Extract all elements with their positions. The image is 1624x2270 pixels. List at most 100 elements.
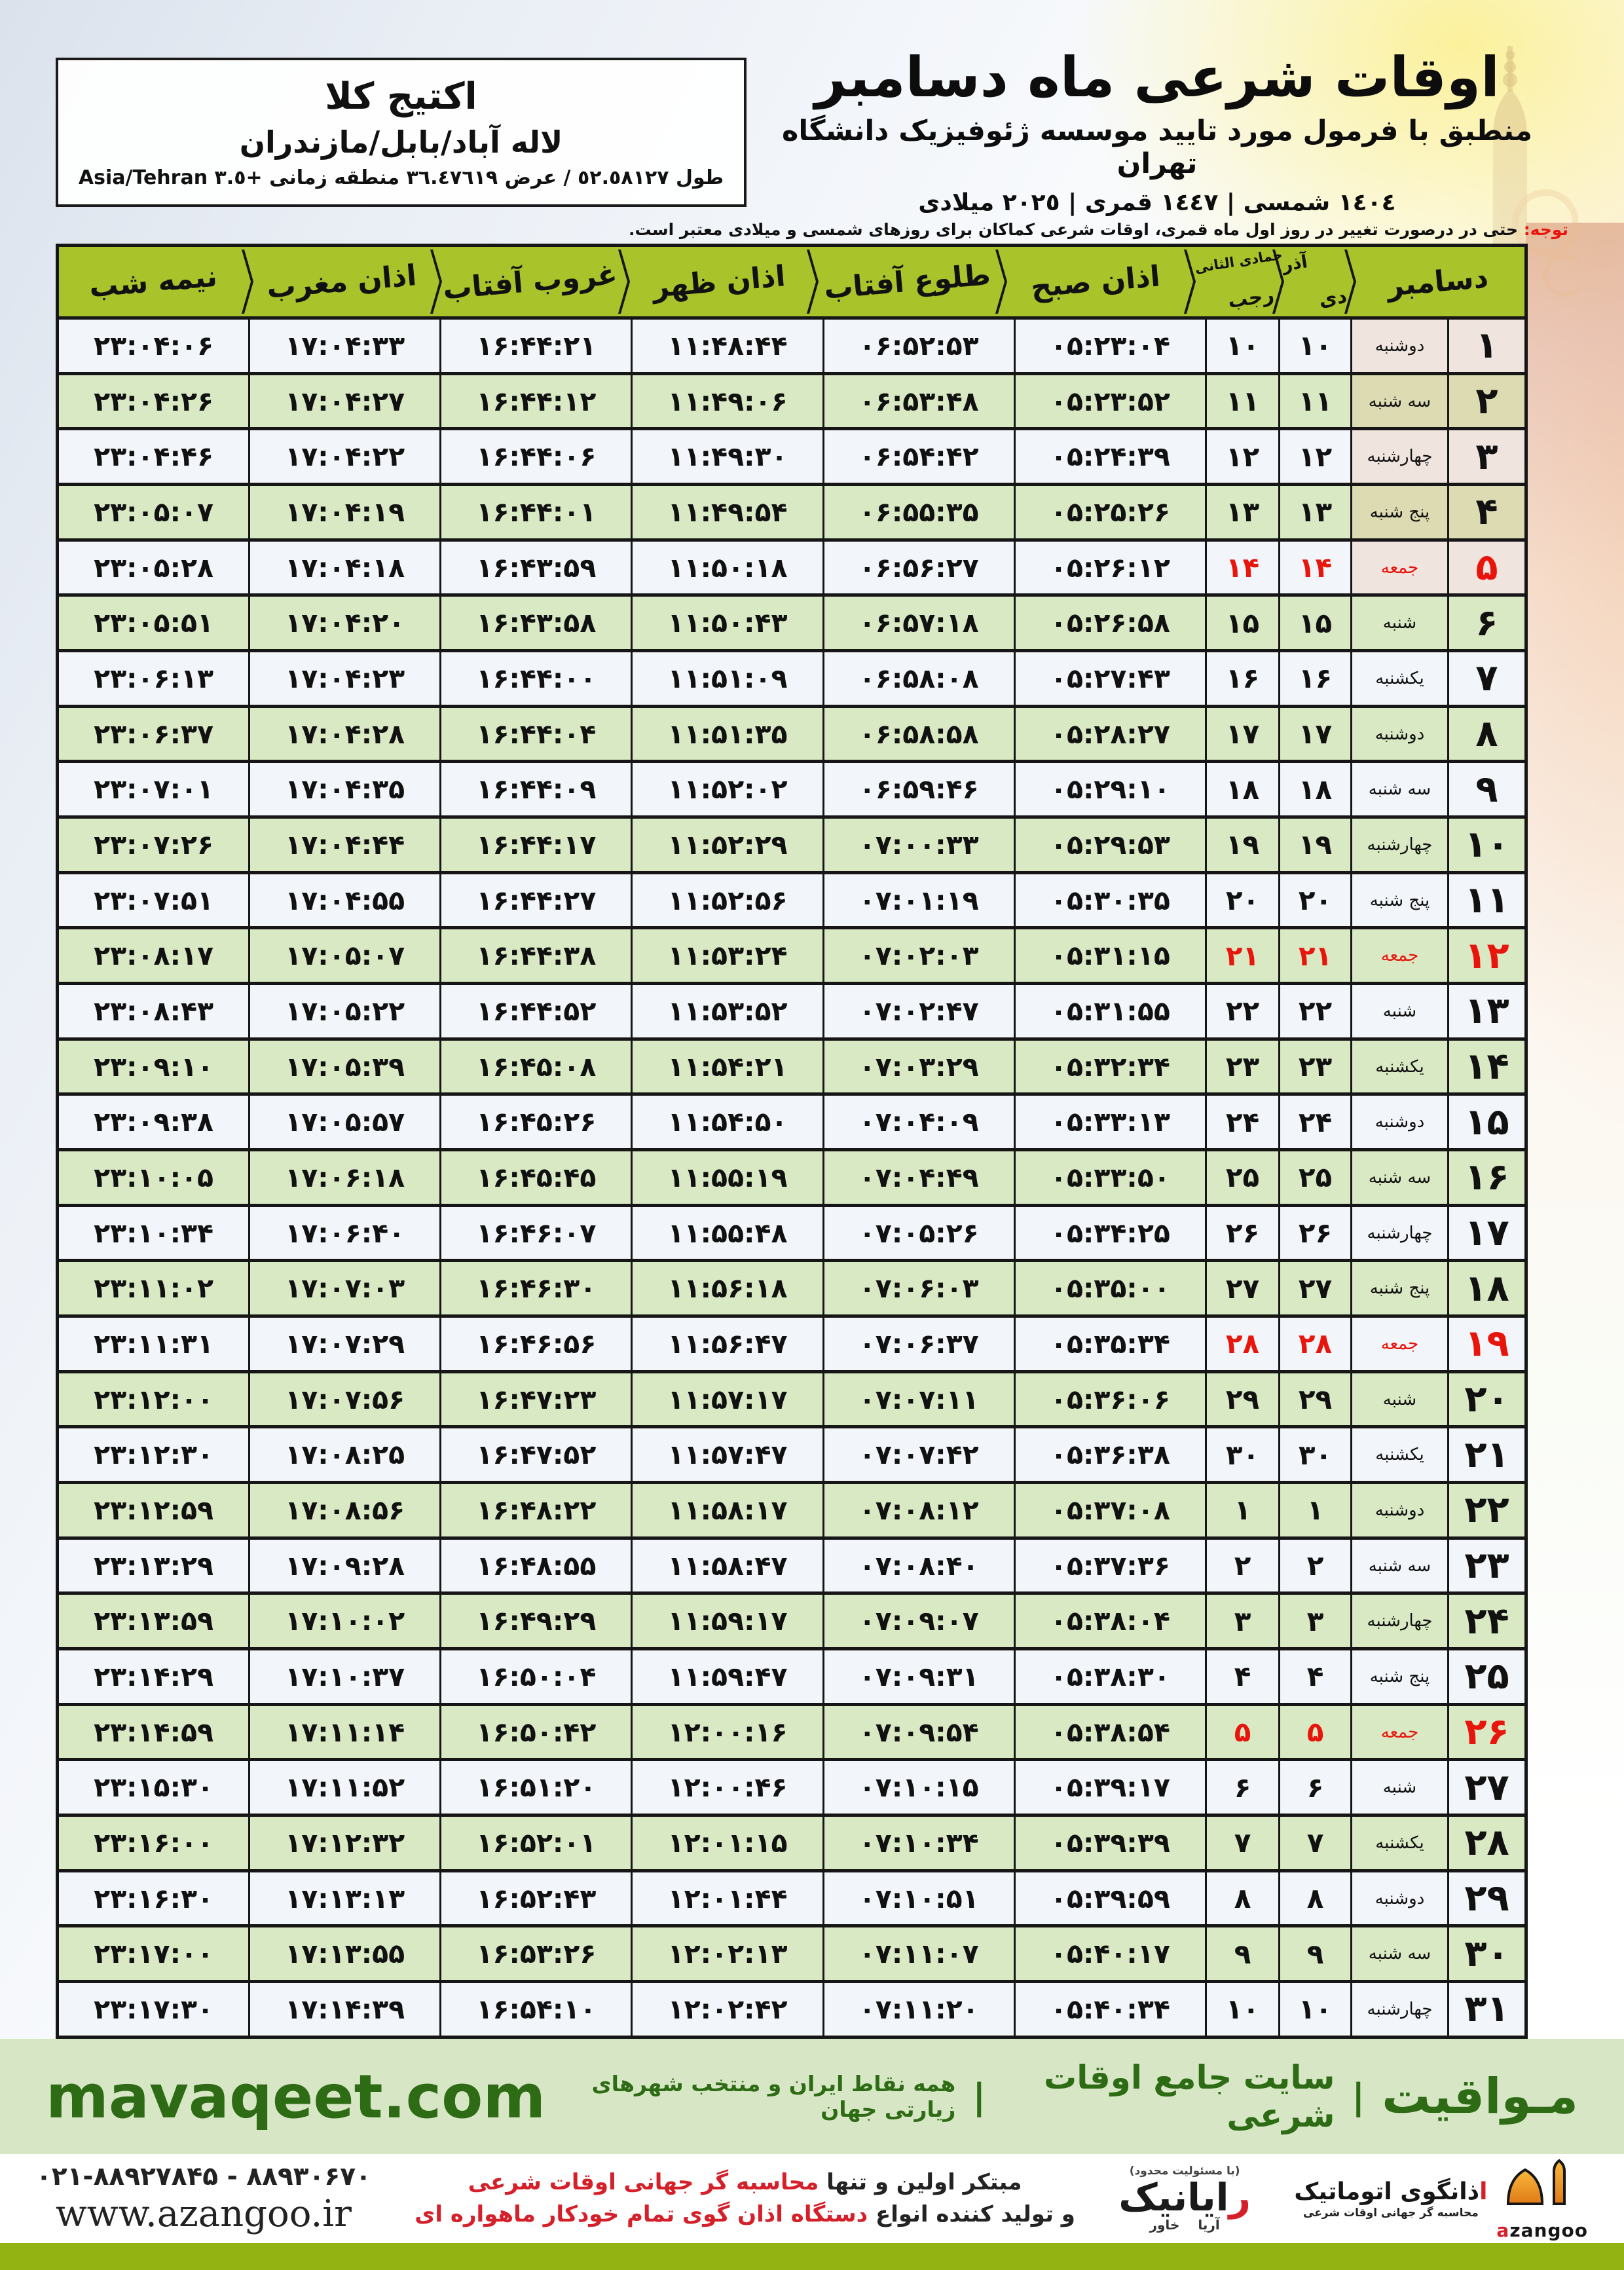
day-number: ۱۱: [1464, 879, 1509, 922]
table-row: ۸ دوشنبه ۱۷ ۱۷ ۰۵:۲۸:۲۷ ۰۶:۵۸:۵۸ ۱۱:۵۱:۳…: [58, 707, 1524, 760]
sobh-cell: ۰۵:۳۲:۳۴: [1013, 1040, 1205, 1093]
dey-number: ۳: [1306, 1605, 1324, 1637]
tolu-time: ۰۶:۵۵:۳۵: [858, 496, 979, 528]
zohr-time: ۱۱:۴۸:۴۴: [667, 329, 788, 362]
maghreb-time: ۱۷:۱۱:۱۴: [285, 1716, 405, 1748]
ghorub-time: ۱۶:۴۵:۴۵: [476, 1161, 597, 1193]
rajab-cell: ۱۹: [1205, 819, 1278, 871]
rajab-number: ۱۰: [1225, 1993, 1260, 2026]
weekday-label: دوشنبه: [1375, 724, 1425, 744]
page-subtitle: منطبق با فرمول مورد تایید موسسه ژئوفیزیک…: [782, 114, 1532, 180]
day-cell: ۲۸: [1447, 1817, 1524, 1869]
table-row: ۱۹ جمعه ۲۸ ۲۸ ۰۵:۳۵:۳۴ ۰۷:۰۶:۳۷ ۱۱:۵۶:۴۷…: [58, 1318, 1524, 1370]
zohr-cell: ۱۱:۵۰:۱۸: [631, 541, 822, 594]
zohr-time: ۱۱:۵۵:۴۸: [667, 1217, 788, 1249]
tolu-time: ۰۷:۰۹:۰۷: [858, 1605, 979, 1637]
maghreb-time: ۱۷:۰۴:۲۷: [285, 385, 405, 417]
maghreb-cell: ۱۷:۰۷:۲۹: [248, 1318, 440, 1370]
weekday-cell: چهارشنبه: [1350, 1983, 1447, 2036]
maghreb-cell: ۱۷:۰۴:۲۲: [248, 430, 440, 483]
tolu-time: ۰۷:۰۸:۱۲: [858, 1494, 979, 1526]
nimeshab-time: ۲۳:۰۶:۳۷: [94, 718, 214, 750]
zohr-cell: ۱۲:۰۰:۴۶: [631, 1761, 822, 1814]
promo-line1-black: مبتکر اولین و تنها: [819, 2168, 1022, 2195]
dey-cell: ۶: [1278, 1761, 1350, 1814]
table-row: ۱۳ شنبه ۲۲ ۲۲ ۰۵:۳۱:۵۵ ۰۷:۰۲:۴۷ ۱۱:۵۳:۵۲…: [58, 985, 1524, 1037]
dey-number: ۲۷: [1298, 1272, 1333, 1305]
ghorub-cell: ۱۶:۴۵:۲۶: [439, 1096, 631, 1149]
dey-cell: ۲۹: [1278, 1373, 1350, 1426]
maghreb-time: ۱۷:۰۵:۲۲: [285, 995, 405, 1027]
day-number: ۸: [1475, 713, 1498, 756]
nimeshab-cell: ۲۳:۱۰:۰۵: [58, 1151, 249, 1204]
maghreb-cell: ۱۷:۰۴:۳۵: [248, 763, 440, 816]
mavaqeet-brand: مـواقیت: [1382, 2068, 1578, 2125]
maghreb-cell: ۱۷:۰۸:۲۵: [248, 1428, 440, 1481]
nimeshab-time: ۲۳:۰۹:۱۰: [94, 1051, 214, 1083]
weekday-label: شنبه: [1382, 613, 1417, 633]
ghorub-cell: ۱۶:۵۲:۴۳: [439, 1872, 631, 1925]
rajab-number: ۱۱: [1225, 385, 1260, 417]
header-persian-month: آذر دی: [1278, 247, 1350, 316]
tolu-cell: ۰۷:۰۶:۳۷: [822, 1318, 1014, 1370]
sobh-time: ۰۵:۲۶:۱۲: [1050, 551, 1170, 584]
day-cell: ۳: [1447, 430, 1524, 483]
weekday-label: سه شنبه: [1368, 1167, 1431, 1187]
maghreb-time: ۱۷:۱۰:۰۲: [285, 1605, 405, 1637]
weekday-label: سه شنبه: [1368, 1944, 1431, 1964]
tolu-cell: ۰۶:۵۵:۳۵: [822, 486, 1014, 538]
weekday-label: پنج شنبه: [1369, 502, 1430, 522]
tolu-cell: ۰۷:۰۱:۱۹: [822, 874, 1014, 927]
tolu-time: ۰۶:۵۶:۲۷: [858, 551, 979, 584]
weekday-cell: پنج شنبه: [1350, 1262, 1447, 1315]
tolu-time: ۰۶:۵۸:۵۸: [858, 718, 979, 750]
tolu-time: ۰۷:۱۱:۰۷: [858, 1938, 979, 1970]
tolu-time: ۰۷:۰۵:۲۶: [858, 1217, 979, 1249]
tolu-cell: ۰۷:۰۴:۴۹: [822, 1151, 1014, 1204]
tolu-cell: ۰۶:۵۹:۴۶: [822, 763, 1014, 816]
nimeshab-time: ۲۳:۰۵:۰۷: [94, 496, 214, 528]
ghorub-cell: ۱۶:۴۷:۵۲: [439, 1428, 631, 1481]
table-row: ۲۴ چهارشنبه ۳ ۳ ۰۵:۳۸:۰۴ ۰۷:۰۹:۰۷ ۱۱:۵۹:…: [58, 1595, 1524, 1648]
weekday-cell: یکشنبه: [1350, 652, 1447, 705]
ghorub-cell: ۱۶:۴۶:۵۶: [439, 1318, 631, 1370]
sobh-time: ۰۵:۲۸:۲۷: [1050, 718, 1170, 750]
website-url: www.azangoo.ir: [55, 2193, 352, 2235]
day-cell: ۱۸: [1447, 1262, 1524, 1315]
weekday-label: چهارشنبه: [1367, 834, 1433, 855]
dey-cell: ۷: [1278, 1817, 1350, 1869]
weekday-cell: چهارشنبه: [1350, 819, 1447, 871]
sobh-time: ۰۵:۲۹:۵۳: [1050, 828, 1170, 861]
separator: |: [1352, 2075, 1365, 2117]
zohr-time: ۱۱:۵۸:۱۷: [667, 1494, 788, 1526]
weekday-cell: سه شنبه: [1350, 1539, 1447, 1592]
nimeshab-time: ۲۳:۰۶:۱۳: [94, 662, 214, 694]
ghorub-cell: ۱۶:۴۴:۰۱: [439, 486, 631, 538]
dey-cell: ۱۴: [1278, 541, 1350, 594]
nimeshab-time: ۲۳:۱۲:۰۰: [94, 1383, 214, 1415]
rajab-cell: ۱۶: [1205, 652, 1278, 705]
ghorub-time: ۱۶:۵۰:۰۴: [476, 1660, 597, 1692]
table-row: ۱۰ چهارشنبه ۱۹ ۱۹ ۰۵:۲۹:۵۳ ۰۷:۰۰:۳۳ ۱۱:۵…: [58, 819, 1524, 871]
ghorub-time: ۱۶:۵۴:۱۰: [476, 1993, 597, 2025]
sobh-cell: ۰۵:۲۶:۱۲: [1013, 541, 1205, 594]
weekday-cell: پنج شنبه: [1350, 1650, 1447, 1703]
dey-number: ۱۱: [1298, 385, 1333, 417]
promo-line2-black: و تولید کننده انواع: [868, 2201, 1075, 2227]
sobh-time: ۰۵:۳۶:۳۸: [1050, 1439, 1170, 1471]
ghorub-time: ۱۶:۴۳:۵۸: [476, 607, 597, 639]
rajab-cell: ۱۰: [1205, 1983, 1278, 2036]
sobh-cell: ۰۵:۳۹:۳۹: [1013, 1817, 1205, 1869]
rajab-number: ۲۲: [1225, 995, 1260, 1028]
zohr-time: ۱۱:۵۷:۴۷: [667, 1439, 788, 1471]
tolu-cell: ۰۷:۰۰:۳۳: [822, 819, 1014, 871]
dey-number: ۲۰: [1298, 884, 1333, 917]
day-cell: ۱۲: [1447, 929, 1524, 982]
day-cell: ۱۶: [1447, 1151, 1524, 1204]
sobh-time: ۰۵:۳۳:۵۰: [1050, 1161, 1170, 1193]
day-number: ۲۲: [1464, 1489, 1509, 1532]
dey-number: ۲۳: [1298, 1051, 1333, 1083]
tolu-cell: ۰۷:۰۹:۰۷: [822, 1595, 1014, 1648]
zohr-time: ۱۱:۴۹:۳۰: [667, 441, 788, 473]
rajab-cell: ۲۵: [1205, 1151, 1278, 1204]
